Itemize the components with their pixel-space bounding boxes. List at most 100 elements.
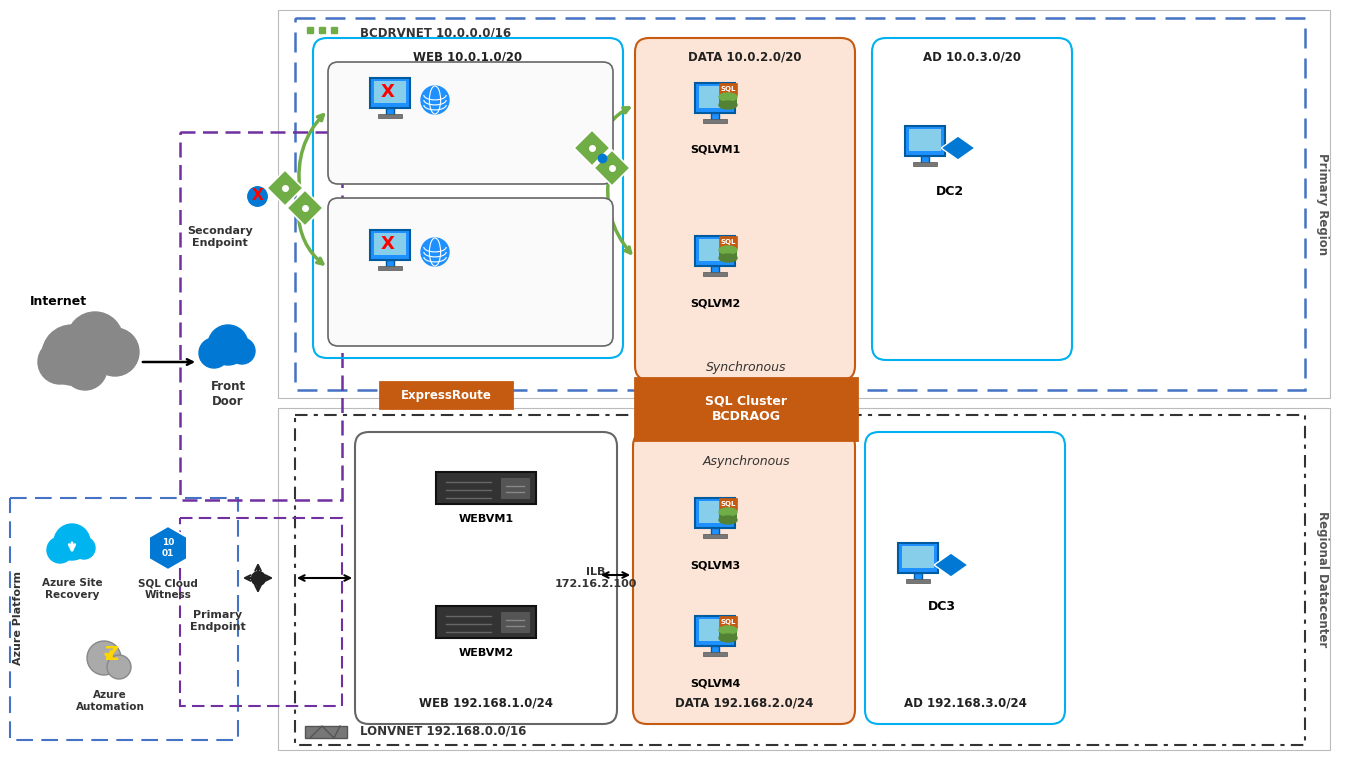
Bar <box>699 239 730 261</box>
FancyBboxPatch shape <box>328 62 613 184</box>
Text: ILB
172.16.2.100: ILB 172.16.2.100 <box>554 567 638 589</box>
Bar <box>278 408 1330 750</box>
Bar <box>907 579 929 583</box>
Text: SQL: SQL <box>721 239 736 245</box>
Text: SQLVM2: SQLVM2 <box>690 298 740 308</box>
Text: X: X <box>252 188 264 203</box>
Ellipse shape <box>720 93 737 101</box>
Bar <box>374 81 406 103</box>
Ellipse shape <box>720 508 737 516</box>
Bar <box>720 250 737 258</box>
Bar <box>913 162 937 166</box>
Bar <box>695 83 734 113</box>
Circle shape <box>229 338 256 364</box>
Circle shape <box>421 86 449 114</box>
Polygon shape <box>286 190 323 226</box>
Circle shape <box>47 537 73 563</box>
Bar <box>370 230 410 260</box>
Polygon shape <box>933 553 968 577</box>
Bar <box>180 132 342 500</box>
Text: WEBVM2: WEBVM2 <box>362 290 417 300</box>
Circle shape <box>108 655 130 679</box>
Bar <box>712 266 720 273</box>
Bar <box>712 646 720 653</box>
Polygon shape <box>594 150 629 186</box>
Text: Synchronous: Synchronous <box>706 361 787 374</box>
Text: Secondary
Endpoint: Secondary Endpoint <box>187 226 253 248</box>
Circle shape <box>63 346 108 390</box>
Bar <box>905 126 946 156</box>
Bar <box>699 86 730 108</box>
Bar <box>703 652 728 656</box>
Text: WEB 192.168.1.0/24: WEB 192.168.1.0/24 <box>420 697 553 710</box>
Text: WEBVM2: WEBVM2 <box>459 648 514 658</box>
Bar <box>500 612 529 632</box>
Text: SQL: SQL <box>721 619 736 625</box>
Text: WEBVM1: WEBVM1 <box>459 514 514 524</box>
Text: Azure
Automation: Azure Automation <box>75 690 144 712</box>
Bar <box>374 233 406 255</box>
Text: SQLVM1: SQLVM1 <box>690 145 740 155</box>
Text: Asynchronous: Asynchronous <box>702 455 790 468</box>
Bar <box>720 83 737 95</box>
Text: Z: Z <box>104 645 118 664</box>
Circle shape <box>67 312 122 368</box>
Bar <box>720 236 737 248</box>
Text: X: X <box>381 235 395 253</box>
Text: SQLVM4: SQLVM4 <box>690 678 740 688</box>
Ellipse shape <box>720 626 737 634</box>
Text: Regional Datacenter: Regional Datacenter <box>1315 511 1329 647</box>
Circle shape <box>199 338 229 368</box>
Circle shape <box>87 641 121 675</box>
Ellipse shape <box>720 516 737 524</box>
Bar <box>378 114 402 118</box>
Bar <box>921 156 929 163</box>
Bar <box>909 129 941 151</box>
Bar <box>180 518 342 706</box>
Text: ZONE 2: ZONE 2 <box>334 251 343 293</box>
Text: X: X <box>381 83 395 101</box>
Circle shape <box>421 238 449 266</box>
Text: LONVNET 192.168.0.0/16: LONVNET 192.168.0.0/16 <box>360 725 526 738</box>
Text: DATA 192.168.2.0/24: DATA 192.168.2.0/24 <box>675 697 814 710</box>
Bar <box>9 498 238 740</box>
Bar <box>436 472 537 504</box>
Bar <box>295 18 1305 390</box>
Text: Azure Platform: Azure Platform <box>13 571 23 665</box>
Text: SQL: SQL <box>721 86 736 92</box>
Bar <box>436 606 537 638</box>
Text: DC2: DC2 <box>936 185 964 198</box>
Circle shape <box>73 537 95 559</box>
Circle shape <box>91 328 139 376</box>
Text: BCDRVNET 10.0.0.0/16: BCDRVNET 10.0.0.0/16 <box>360 26 511 39</box>
Text: WEBVM1: WEBVM1 <box>362 138 417 148</box>
Bar <box>386 108 394 115</box>
Bar <box>915 573 923 580</box>
Bar <box>720 630 737 638</box>
Bar <box>902 546 933 568</box>
Text: SQLVM3: SQLVM3 <box>690 560 740 570</box>
Bar <box>635 378 857 440</box>
Polygon shape <box>941 136 975 160</box>
Ellipse shape <box>720 634 737 642</box>
Text: ILB
10.0.2.100: ILB 10.0.2.100 <box>545 137 611 158</box>
Bar <box>720 512 737 520</box>
Text: SQL: SQL <box>721 501 736 507</box>
Text: SQL Cluster
BCDRAOG: SQL Cluster BCDRAOG <box>705 395 787 423</box>
FancyBboxPatch shape <box>328 198 613 346</box>
Text: Primary Region: Primary Region <box>1315 153 1329 255</box>
Bar <box>305 726 347 738</box>
Text: ZONE 1: ZONE 1 <box>334 101 343 145</box>
Ellipse shape <box>720 254 737 262</box>
Bar <box>898 543 937 573</box>
Bar <box>695 616 734 646</box>
Text: AD 192.168.3.0/24: AD 192.168.3.0/24 <box>904 697 1026 710</box>
Ellipse shape <box>720 246 737 254</box>
Text: DATA 10.0.2.0/20: DATA 10.0.2.0/20 <box>689 50 802 63</box>
Polygon shape <box>268 170 303 206</box>
Text: Azure Site
Recovery: Azure Site Recovery <box>42 578 102 600</box>
Bar <box>720 498 737 510</box>
Bar <box>295 415 1305 745</box>
Bar <box>720 97 737 105</box>
Text: SQL Cloud
Witness: SQL Cloud Witness <box>139 578 198 600</box>
